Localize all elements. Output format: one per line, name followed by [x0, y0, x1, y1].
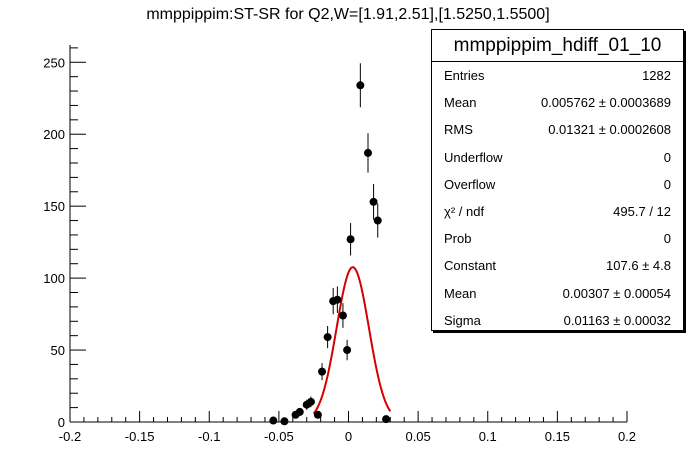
y-tick-label: 0	[58, 415, 65, 430]
stats-value: 107.6 ± 4.8	[606, 258, 671, 274]
stats-value: 0	[663, 176, 671, 192]
x-tick-label: -0.1	[198, 429, 220, 444]
stats-box: mmppippim_hdiff_01_10 Entries 1282 Mean 0.0…	[431, 29, 684, 331]
stats-row: Underflow 0	[432, 144, 683, 171]
stats-label: Sigma	[444, 312, 481, 328]
stats-label: Overflow	[444, 176, 496, 192]
stats-row: Entries 1282	[432, 62, 683, 89]
stats-value: 495.7 / 12	[613, 203, 671, 219]
data-point	[343, 346, 352, 355]
data-point	[346, 235, 355, 244]
x-tick-label: -0.15	[125, 429, 155, 444]
data-point	[318, 367, 327, 376]
stats-row: χ² / ndf 495.7 / 12	[432, 198, 683, 225]
stats-row: RMS 0.01321 ± 0.0002608	[432, 116, 683, 143]
stats-label: χ² / ndf	[444, 203, 485, 219]
stats-label: Mean	[444, 285, 477, 301]
data-point	[280, 417, 289, 426]
stats-label: Entries	[444, 68, 485, 83]
stats-label: Underflow	[444, 149, 503, 165]
stats-row: Sigma 0.01163 ± 0.00032	[432, 307, 683, 334]
x-tick-label: -0.2	[59, 429, 81, 444]
x-tick-label: 0.05	[405, 429, 430, 444]
stats-row: Overflow 0	[432, 171, 683, 198]
data-point	[313, 410, 322, 419]
stats-label: Mean	[444, 95, 477, 111]
stats-value: 0.01163 ± 0.00032	[563, 312, 671, 328]
y-tick-label: 150	[43, 199, 65, 214]
data-point	[269, 416, 278, 425]
data-point	[369, 197, 378, 206]
stats-label: Prob	[444, 231, 472, 247]
data-point	[356, 81, 365, 90]
data-point	[333, 295, 342, 304]
stats-box-title: mmppippim_hdiff_01_10	[432, 30, 683, 62]
stats-row: Mean 0.005762 ± 0.0003689	[432, 89, 683, 116]
y-tick-label: 50	[51, 343, 65, 358]
x-tick-label: 0.1	[479, 429, 497, 444]
stats-value: 0.00307 ± 0.00054	[562, 285, 671, 301]
data-point	[323, 333, 332, 342]
stats-row: Mean 0.00307 ± 0.00054	[432, 280, 683, 307]
stats-value: 0.005762 ± 0.0003689	[540, 95, 671, 111]
chart-title: mmppippim:ST-SR for Q2,W=[1.91,2.51],[1.…	[146, 6, 550, 23]
data-point	[338, 311, 347, 320]
x-tick-label: 0.15	[545, 429, 570, 444]
stats-value: 0.01321 ± 0.0002608	[548, 122, 671, 138]
stats-row: Prob 0	[432, 225, 683, 252]
stats-value: 0	[663, 149, 671, 165]
stats-value: 1282	[642, 68, 671, 83]
fit-curve	[312, 266, 392, 415]
data-point	[306, 397, 315, 406]
y-tick-label: 250	[43, 55, 65, 70]
y-tick-label: 100	[43, 271, 65, 286]
x-tick-label: 0.2	[618, 429, 636, 444]
x-tick-label: 0	[345, 429, 352, 444]
stats-label: RMS	[444, 122, 473, 138]
y-tick-label: 200	[43, 127, 65, 142]
stats-value: 0	[663, 231, 671, 247]
stats-label: Constant	[444, 258, 497, 274]
data-point	[363, 148, 372, 157]
data-point	[382, 415, 391, 424]
data-point	[295, 407, 304, 416]
stats-row: Constant 107.6 ± 4.8	[432, 252, 683, 279]
x-tick-label: -0.05	[264, 429, 294, 444]
data-point	[373, 216, 382, 225]
